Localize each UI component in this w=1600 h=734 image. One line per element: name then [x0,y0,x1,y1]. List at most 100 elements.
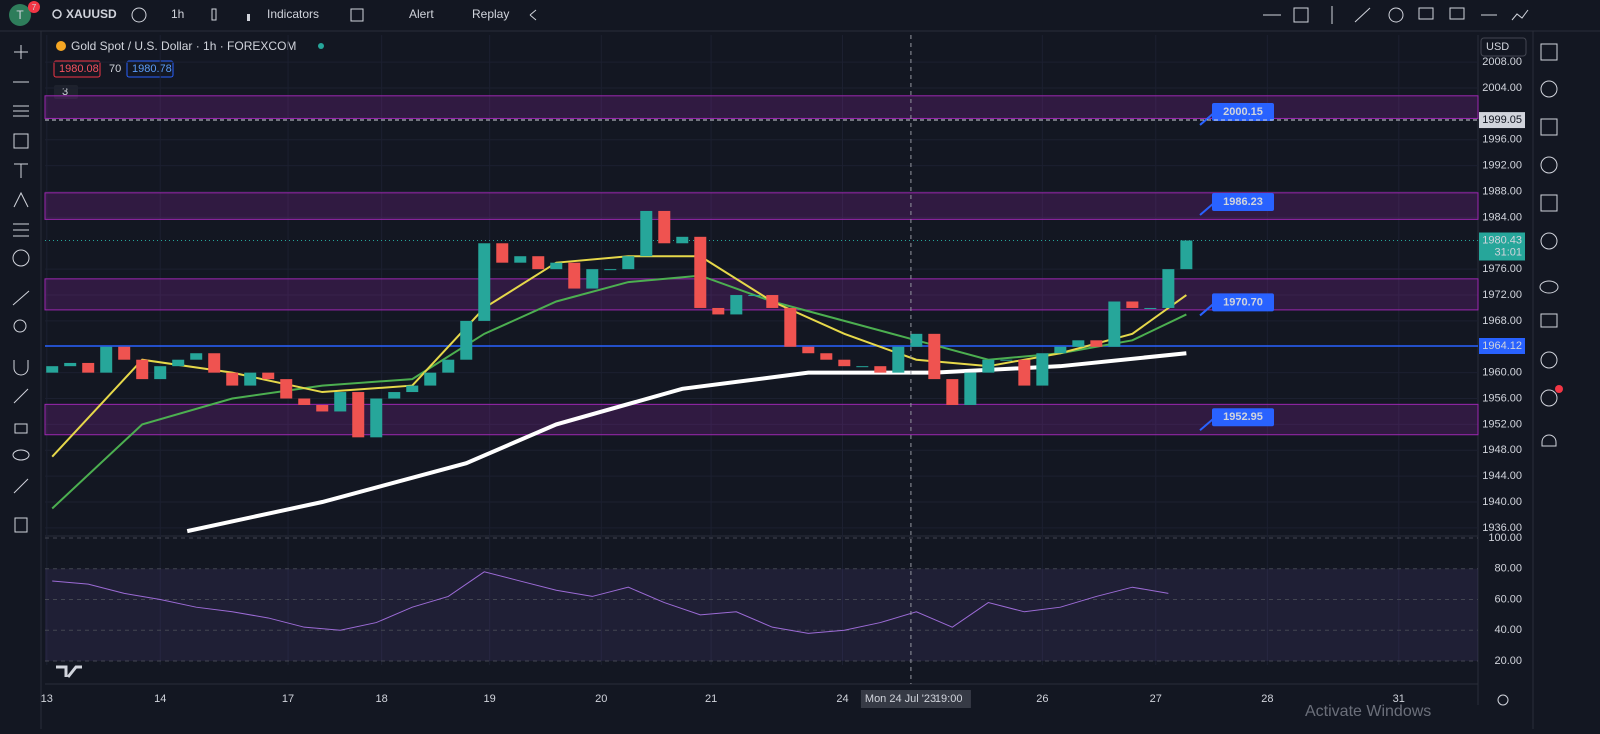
y-tick-label: 1984.00 [1482,211,1522,223]
countdown: 31:01 [1494,246,1522,258]
zone-pointer [1199,417,1215,432]
live[interactable] [1540,389,1558,407]
crosshair-time: 19:00 [935,693,963,705]
signals[interactable] [1540,351,1558,369]
support-line-tag [1479,337,1525,354]
currency-button[interactable] [1480,37,1527,57]
candle [856,366,869,368]
news[interactable] [1540,118,1558,136]
undo[interactable] [529,9,537,21]
alert[interactable]: Alert [409,7,434,21]
symbol[interactable]: XAUUSD [66,7,117,21]
settings[interactable] [1497,694,1509,706]
tool-zoom[interactable] [13,319,27,333]
avatar-letter: T [16,8,24,22]
zone [44,95,1479,119]
candle [946,379,959,405]
interval[interactable]: 1h [171,7,184,21]
x-tick-label: 18 [376,693,388,705]
streams[interactable] [1539,280,1559,294]
badge [28,1,40,13]
tool-forecast[interactable] [13,223,29,237]
left-toolbar [12,45,30,533]
candle [802,346,815,354]
hotlist[interactable] [1540,156,1558,174]
candle [424,372,437,386]
add-symbol[interactable] [131,7,147,23]
candle [550,262,563,270]
candle [172,359,185,367]
tool-rect[interactable] [1293,7,1309,23]
candle [208,353,221,373]
y-tick-label: 1972.00 [1482,289,1522,301]
tool-link[interactable] [13,478,29,494]
layouts[interactable] [350,8,364,22]
x-tick-label: 20 [595,693,607,705]
tool-circle[interactable] [1388,7,1404,23]
tool-fibs[interactable] [13,105,29,117]
tool-magnet[interactable] [13,360,29,376]
tool-text[interactable] [14,163,28,178]
tool-path[interactable] [1511,9,1529,21]
y-tick-label: 2004.00 [1482,82,1522,94]
candle [1180,240,1193,270]
zone-label: 1986.23 [1223,196,1263,208]
tool-callout[interactable] [1449,7,1465,20]
y-tick-label: 1948.00 [1482,444,1522,456]
tool-draw-mode[interactable] [13,388,29,404]
calendar[interactable] [1540,194,1558,212]
tool-visibility[interactable] [12,449,30,461]
tool-delete[interactable] [14,517,28,533]
market-status [318,43,324,49]
indicators-icon [247,14,250,21]
notifications[interactable] [1541,434,1557,447]
zone-label: 1952.95 [1223,411,1263,423]
bid-box[interactable] [53,60,101,78]
y-tick-label: 1960.00 [1482,367,1522,379]
candle [964,372,977,405]
candle [334,392,347,412]
avatar[interactable] [9,4,31,26]
tool-lock[interactable] [14,423,28,434]
x-tick-label: 26 [1036,693,1048,705]
watchlist[interactable] [1540,43,1558,61]
ideas[interactable] [1540,232,1558,250]
badge-count: 7 [32,3,37,12]
tool-ruler[interactable] [12,290,30,306]
zone-label-box [1212,102,1274,121]
indicators[interactable]: Indicators [267,7,319,21]
tool-crosshair[interactable] [14,45,28,59]
replay[interactable]: Replay [472,7,509,21]
candle [1162,269,1175,308]
alerts[interactable] [1540,80,1558,98]
candle [676,236,689,244]
tool-icons[interactable] [12,249,30,267]
y-tick-label: 1992.00 [1482,160,1522,172]
candle [460,320,473,360]
chart-type-icon[interactable] [211,8,217,21]
candle [1072,340,1085,347]
candle [766,295,779,308]
drawing-toolbar [1263,6,1529,24]
candle [874,366,887,373]
candle [568,262,581,289]
rsi-line [52,571,1169,634]
candle [496,243,509,263]
candle [118,346,131,360]
ask-box[interactable] [126,60,174,78]
ask: 1980.78 [132,63,172,75]
candle [190,353,203,360]
candle [388,392,401,399]
tool-fib[interactable] [1354,7,1371,23]
tool-shapes[interactable] [13,133,29,149]
tool-note[interactable] [1418,7,1434,20]
crosshair-date: Mon 24 Jul '23 [865,693,936,705]
crosshair-tag [860,690,971,708]
candle [928,333,941,380]
chats[interactable] [1540,313,1558,328]
tool-patterns[interactable] [13,191,29,208]
dashed-line-tag [1479,112,1525,129]
zone-label-box [1212,192,1274,211]
y-tick-label: 1968.00 [1482,315,1522,327]
y-tick-label: 1956.00 [1482,392,1522,404]
